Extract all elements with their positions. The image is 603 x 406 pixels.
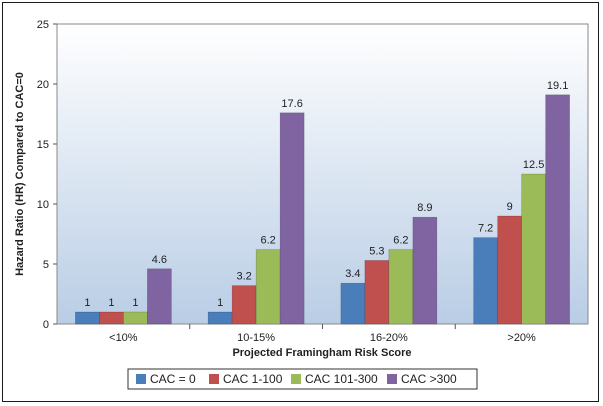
data-label: 17.6 [281, 98, 302, 110]
data-label: 3.4 [345, 268, 360, 280]
y-tick-label: 20 [37, 79, 49, 91]
x-axis-ticks: <10% 10-15% 16-20% >20% [109, 324, 536, 344]
x-tick-label: <10% [109, 332, 138, 344]
x-axis-title: Projected Framingham Risk Score [232, 347, 411, 359]
y-tick-label: 0 [43, 319, 49, 331]
data-label: 5.3 [369, 245, 384, 257]
bar-cac-0-0 [75, 311, 100, 325]
data-label: 1 [217, 297, 223, 309]
x-tick-label: 10-15% [237, 332, 275, 344]
bar-cac-101-300-0 [123, 311, 148, 325]
bar-cac-1-100-3 [497, 215, 522, 325]
bar-cac-101-300-1 [255, 249, 281, 325]
bars [75, 94, 570, 325]
bar-cac-300-2 [412, 216, 438, 325]
y-axis-ticks: 0 5 10 15 20 25 [37, 19, 57, 331]
legend-swatch [136, 374, 146, 384]
data-label: 12.5 [523, 159, 544, 171]
data-labels: 1 1 1 4.6 1 3.2 6.2 17.6 3.4 5.3 6.2 8.9 7.2 9 12.5 19.… [84, 80, 568, 309]
x-tick-label: >20% [507, 332, 536, 344]
data-label: 7.2 [478, 223, 493, 235]
data-label: 1 [84, 297, 90, 309]
data-label: 6.2 [393, 235, 408, 247]
y-axis-title: Hazard Ratio (HR) Compared to CAC=0 [14, 72, 26, 276]
y-tick-label: 5 [43, 259, 49, 271]
legend-swatch [291, 374, 301, 384]
bar-cac-0-3 [473, 237, 498, 325]
bar-cac-1-100-0 [99, 311, 124, 325]
data-label: 3.2 [236, 271, 251, 283]
data-label: 1 [132, 297, 138, 309]
bar-cac-300-1 [279, 112, 305, 325]
data-label: 4.6 [152, 254, 167, 266]
y-tick-label: 15 [37, 139, 49, 151]
bar-cac-0-1 [207, 311, 233, 325]
bar-cac-101-300-3 [521, 173, 546, 325]
data-label: 1 [108, 297, 114, 309]
legend-swatch [387, 374, 397, 384]
y-tick-label: 25 [37, 19, 49, 31]
data-label: 9 [507, 201, 513, 213]
bar-cac-0-2 [340, 282, 366, 325]
bar-cac-101-300-2 [388, 249, 414, 325]
bar-cac-1-100-2 [364, 260, 390, 325]
bar-cac-300-3 [545, 94, 570, 325]
bar-cac-1-100-1 [231, 285, 257, 325]
bar-cac-300-0 [147, 268, 172, 325]
x-tick-label: 16-20% [370, 332, 408, 344]
y-tick-label: 10 [37, 199, 49, 211]
data-label: 8.9 [417, 202, 432, 214]
legend-label: CAC 1-100 [223, 372, 283, 386]
legend: CAC = 0 CAC 1-100 CAC 101-300 CAC >300 [136, 372, 457, 386]
data-label: 6.2 [260, 235, 275, 247]
legend-label: CAC 101-300 [305, 372, 378, 386]
legend-label: CAC >300 [401, 372, 457, 386]
legend-swatch [209, 374, 219, 384]
legend-label: CAC = 0 [150, 372, 196, 386]
data-label: 19.1 [547, 80, 568, 92]
